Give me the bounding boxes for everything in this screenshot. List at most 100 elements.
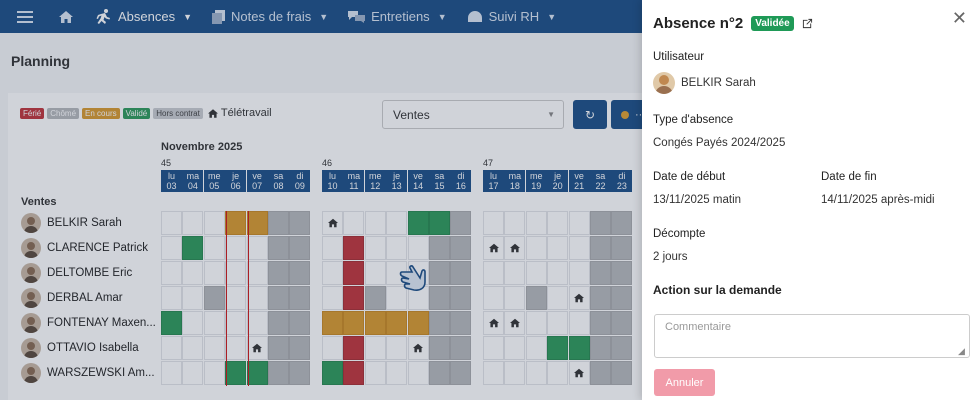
planning-cell[interactable] [289,211,311,235]
planning-cell[interactable] [429,361,450,385]
planning-cell[interactable] [289,236,311,260]
planning-cell[interactable] [225,236,247,260]
planning-cell[interactable] [246,336,268,360]
planning-cell[interactable] [322,311,343,335]
planning-cell[interactable] [547,361,569,385]
planning-cell[interactable] [504,211,526,235]
planning-cell[interactable] [525,311,547,335]
planning-cell[interactable] [203,211,225,235]
planning-cell[interactable] [364,236,386,260]
planning-cell[interactable] [483,236,504,260]
planning-cell[interactable] [182,211,204,235]
employee-row[interactable]: FONTENAY Maxen... [21,311,159,335]
planning-cell[interactable] [246,236,268,260]
planning-cell[interactable] [483,361,504,385]
planning-cell[interactable] [246,311,268,335]
planning-cell[interactable] [450,261,472,285]
planning-cell[interactable] [364,211,386,235]
planning-cell[interactable] [590,336,611,360]
nav-notes-de-frais[interactable]: Notes de frais ▼ [202,0,338,33]
close-button[interactable]: ✕ [951,8,967,28]
planning-cell[interactable] [590,361,611,385]
planning-cell[interactable] [429,286,450,310]
planning-cell[interactable] [504,261,526,285]
planning-cell[interactable] [504,311,526,335]
planning-cell[interactable] [407,236,429,260]
planning-cell[interactable] [225,361,247,385]
planning-cell[interactable] [450,361,472,385]
nav-entretiens[interactable]: Entretiens ▼ [338,0,456,33]
planning-cell[interactable] [504,361,526,385]
planning-cell[interactable] [525,336,547,360]
employee-row[interactable]: OTTAVIO Isabella [21,336,159,360]
planning-cell[interactable] [322,361,343,385]
planning-cell[interactable] [590,261,611,285]
planning-cell[interactable] [225,211,247,235]
planning-cell[interactable] [568,361,590,385]
planning-cell[interactable] [182,336,204,360]
planning-cell[interactable] [322,211,343,235]
planning-cell[interactable] [161,211,182,235]
resize-grip-icon[interactable]: ◢ [958,346,965,356]
planning-cell[interactable] [182,261,204,285]
planning-cell[interactable] [268,261,289,285]
planning-cell[interactable] [450,236,472,260]
external-link-icon[interactable] [802,18,813,29]
planning-cell[interactable] [429,211,450,235]
planning-cell[interactable] [386,211,408,235]
planning-cell[interactable] [590,311,611,335]
planning-cell[interactable] [386,336,408,360]
planning-cell[interactable] [568,211,590,235]
planning-cell[interactable] [568,236,590,260]
planning-cell[interactable] [386,286,408,310]
planning-cell[interactable] [483,336,504,360]
planning-cell[interactable] [483,261,504,285]
planning-cell[interactable] [225,336,247,360]
comment-field[interactable] [654,314,970,358]
planning-cell[interactable] [161,286,182,310]
planning-cell[interactable] [525,286,547,310]
planning-cell[interactable] [364,311,386,335]
planning-cell[interactable] [225,311,247,335]
planning-cell[interactable] [246,286,268,310]
planning-cell[interactable] [450,286,472,310]
planning-cell[interactable] [450,311,472,335]
planning-cell[interactable] [429,336,450,360]
planning-cell[interactable] [407,361,429,385]
planning-cell[interactable] [182,236,204,260]
planning-cell[interactable] [322,336,343,360]
planning-cell[interactable] [203,261,225,285]
employee-row[interactable]: BELKIR Sarah [21,211,159,235]
planning-cell[interactable] [322,236,343,260]
planning-cell[interactable] [611,336,633,360]
planning-cell[interactable] [343,236,365,260]
planning-cell[interactable] [547,311,569,335]
planning-cell[interactable] [268,361,289,385]
planning-cell[interactable] [525,361,547,385]
planning-cell[interactable] [547,286,569,310]
planning-cell[interactable] [343,311,365,335]
nav-suivi-rh[interactable]: Suivi RH ▼ [457,0,567,33]
planning-cell[interactable] [611,236,633,260]
planning-cell[interactable] [611,311,633,335]
planning-cell[interactable] [386,361,408,385]
planning-cell[interactable] [289,336,311,360]
planning-cell[interactable] [268,336,289,360]
planning-cell[interactable] [525,211,547,235]
planning-cell[interactable] [343,211,365,235]
planning-cell[interactable] [289,261,311,285]
planning-cell[interactable] [611,361,633,385]
refresh-button[interactable]: ↻ [573,100,607,129]
planning-cell[interactable] [246,361,268,385]
employee-row[interactable]: DELTOMBE Eric [21,261,159,285]
planning-cell[interactable] [568,336,590,360]
planning-cell[interactable] [203,336,225,360]
planning-cell[interactable] [289,286,311,310]
planning-cell[interactable] [547,211,569,235]
planning-cell[interactable] [161,361,182,385]
planning-cell[interactable] [161,261,182,285]
planning-cell[interactable] [246,261,268,285]
employee-row[interactable]: DERBAL Amar [21,286,159,310]
planning-cell[interactable] [590,236,611,260]
planning-cell[interactable] [611,211,633,235]
